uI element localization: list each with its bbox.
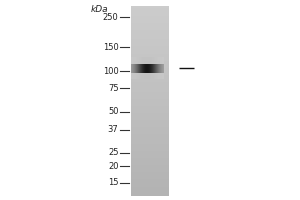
Text: 250: 250 [103,13,118,22]
Text: 15: 15 [108,178,119,187]
Text: 20: 20 [108,162,119,171]
Text: 75: 75 [108,84,119,93]
Text: 100: 100 [103,67,118,76]
Text: 37: 37 [108,125,118,134]
Text: 25: 25 [108,148,119,157]
Text: 150: 150 [103,43,118,52]
Text: 50: 50 [108,107,119,116]
Text: kDa: kDa [90,5,108,14]
